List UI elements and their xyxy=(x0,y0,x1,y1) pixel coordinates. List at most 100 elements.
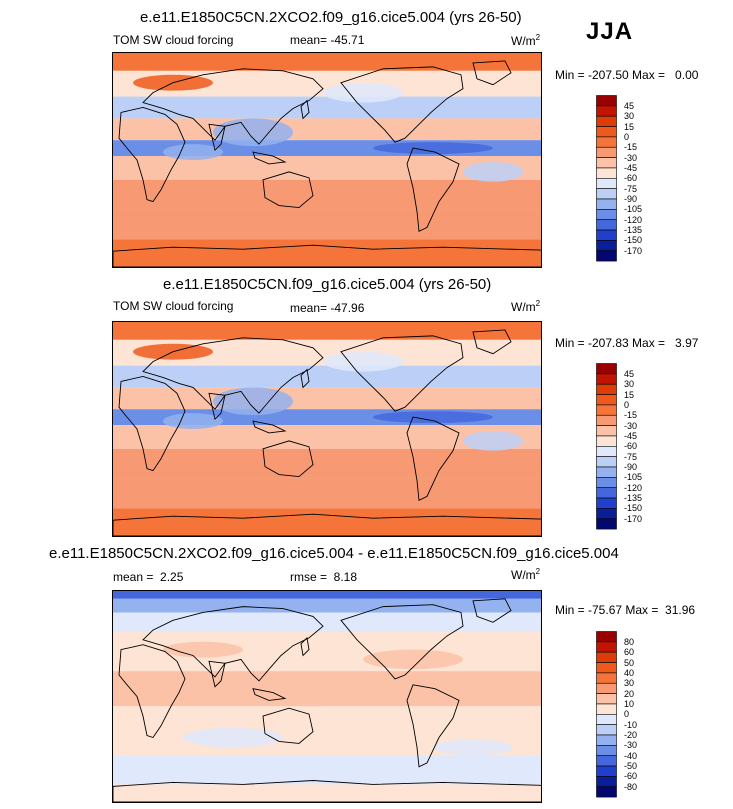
panel-1-mean-label: mean= -45.71 xyxy=(290,33,365,47)
coastline xyxy=(407,685,459,767)
field-band xyxy=(113,598,541,613)
panel-1-minmax: Min = -207.50 Max = 0.00 xyxy=(555,68,699,82)
colorbar-tick-label: -120 xyxy=(624,214,643,225)
colorbar-box xyxy=(596,95,617,107)
coastline xyxy=(253,689,285,701)
colorbar-tick-label: -105 xyxy=(624,472,643,483)
field-feature xyxy=(463,430,523,451)
colorbar-tick-label: -60 xyxy=(624,173,638,184)
panel-3-title: e.e11.E1850C5CN.2XCO2.f09_g16.cice5.004 … xyxy=(49,545,619,562)
field-feature xyxy=(363,649,463,670)
panel-2-units: W/m2 xyxy=(511,299,541,314)
coastline xyxy=(301,638,309,656)
colorbar-box xyxy=(596,641,617,653)
field-band xyxy=(113,96,541,119)
colorbar-box xyxy=(596,651,617,663)
panel-1-map xyxy=(112,52,542,268)
field-feature xyxy=(213,387,293,416)
coastline xyxy=(253,152,285,164)
coastline xyxy=(113,514,542,536)
colorbar-tick-label: -10 xyxy=(624,719,638,730)
field-feature xyxy=(213,118,293,147)
colorbar-box xyxy=(596,456,617,468)
field-feature xyxy=(163,413,223,429)
colorbar-box xyxy=(596,714,617,725)
coastline xyxy=(263,441,313,477)
colorbar-box xyxy=(596,209,617,220)
colorbar-box xyxy=(596,229,617,241)
panel-1-variable-label: TOM SW cloud forcing xyxy=(113,33,234,47)
colorbar-box xyxy=(596,383,617,395)
colorbar-box xyxy=(596,250,617,262)
colorbar-box xyxy=(596,765,617,777)
field-band xyxy=(113,239,541,267)
colorbar-tick-label: -40 xyxy=(624,750,638,761)
colorbar-tick-label: 30 xyxy=(624,111,635,122)
colorbar-tick-label: 0 xyxy=(624,131,630,142)
coastline xyxy=(209,124,225,150)
colorbar-box xyxy=(596,477,617,488)
colorbar-tick-label: 10 xyxy=(624,698,635,709)
colorbar-box xyxy=(596,672,617,684)
colorbar-swatches xyxy=(596,631,617,798)
colorbar-box xyxy=(596,662,617,674)
colorbar-box xyxy=(596,115,617,127)
field-band xyxy=(113,478,541,509)
field-feature xyxy=(463,161,523,182)
colorbar-box xyxy=(596,126,617,138)
coastline xyxy=(473,599,511,622)
colorbar-tick-label: -105 xyxy=(624,204,643,215)
colorbar-tick-label: -170 xyxy=(624,513,643,524)
colorbar-box xyxy=(596,776,617,788)
panel-1-title: e.e11.E1850C5CN.2XCO2.f09_g16.cice5.004 … xyxy=(140,9,522,26)
field-band xyxy=(113,755,541,785)
coastline xyxy=(301,101,309,119)
panel-3-map xyxy=(112,590,542,803)
field-band xyxy=(113,387,541,410)
panel-3-minmax: Min = -75.67 Max = 31.96 xyxy=(555,603,696,617)
colorbar-tick-label: -90 xyxy=(624,462,638,472)
panel-2-title: e.e11.E1850C5CN.f09_g16.cice5.004 (yrs 2… xyxy=(163,276,492,293)
colorbar-tick-label: -75 xyxy=(624,183,638,194)
colorbar-box xyxy=(596,414,617,426)
colorbar-box xyxy=(596,755,617,767)
colorbar-box xyxy=(596,167,617,179)
colorbar-box xyxy=(596,487,617,499)
colorbar-box xyxy=(596,786,617,798)
colorbar-tick-label: -135 xyxy=(624,225,643,236)
colorbar-swatches xyxy=(596,95,617,262)
colorbar-box xyxy=(596,734,617,746)
field-band xyxy=(113,53,541,71)
colorbar-box xyxy=(596,631,617,643)
coastline xyxy=(119,376,185,470)
colorbar-box xyxy=(596,404,617,416)
colorbar-tick-label: 45 xyxy=(624,368,635,379)
colorbar-tick-label: -15 xyxy=(624,410,638,421)
colorbar-tick-label: -30 xyxy=(624,740,638,751)
colorbar-tick-label: 15 xyxy=(624,121,635,132)
colorbar-tick-label: -135 xyxy=(624,493,643,504)
colorbar-tick-label: -150 xyxy=(624,235,643,246)
coastline xyxy=(473,330,511,354)
colorbar-box xyxy=(596,466,617,478)
colorbar-tick-label: 0 xyxy=(624,399,630,410)
colorbar-tick-label: -120 xyxy=(624,482,643,493)
colorbar-tick-label: -75 xyxy=(624,451,638,462)
panel-1-units: W/m2 xyxy=(511,33,541,48)
coastline xyxy=(341,67,463,142)
colorbar-box xyxy=(596,435,617,447)
colorbar-box xyxy=(596,363,617,375)
coastline xyxy=(209,661,225,686)
field-feature xyxy=(163,641,243,658)
coastline xyxy=(253,421,285,433)
colorbar-tick-label: -45 xyxy=(624,430,638,441)
colorbar-tick-label: -90 xyxy=(624,194,638,204)
field-feature xyxy=(323,351,403,372)
field-feature xyxy=(323,82,403,103)
coastline xyxy=(407,148,459,231)
colorbar-box xyxy=(596,497,617,509)
field-feature xyxy=(163,144,223,160)
field-band xyxy=(113,209,541,240)
colorbar-box xyxy=(596,724,617,736)
panel-2-minmax: Min = -207.83 Max = 3.97 xyxy=(555,336,699,350)
